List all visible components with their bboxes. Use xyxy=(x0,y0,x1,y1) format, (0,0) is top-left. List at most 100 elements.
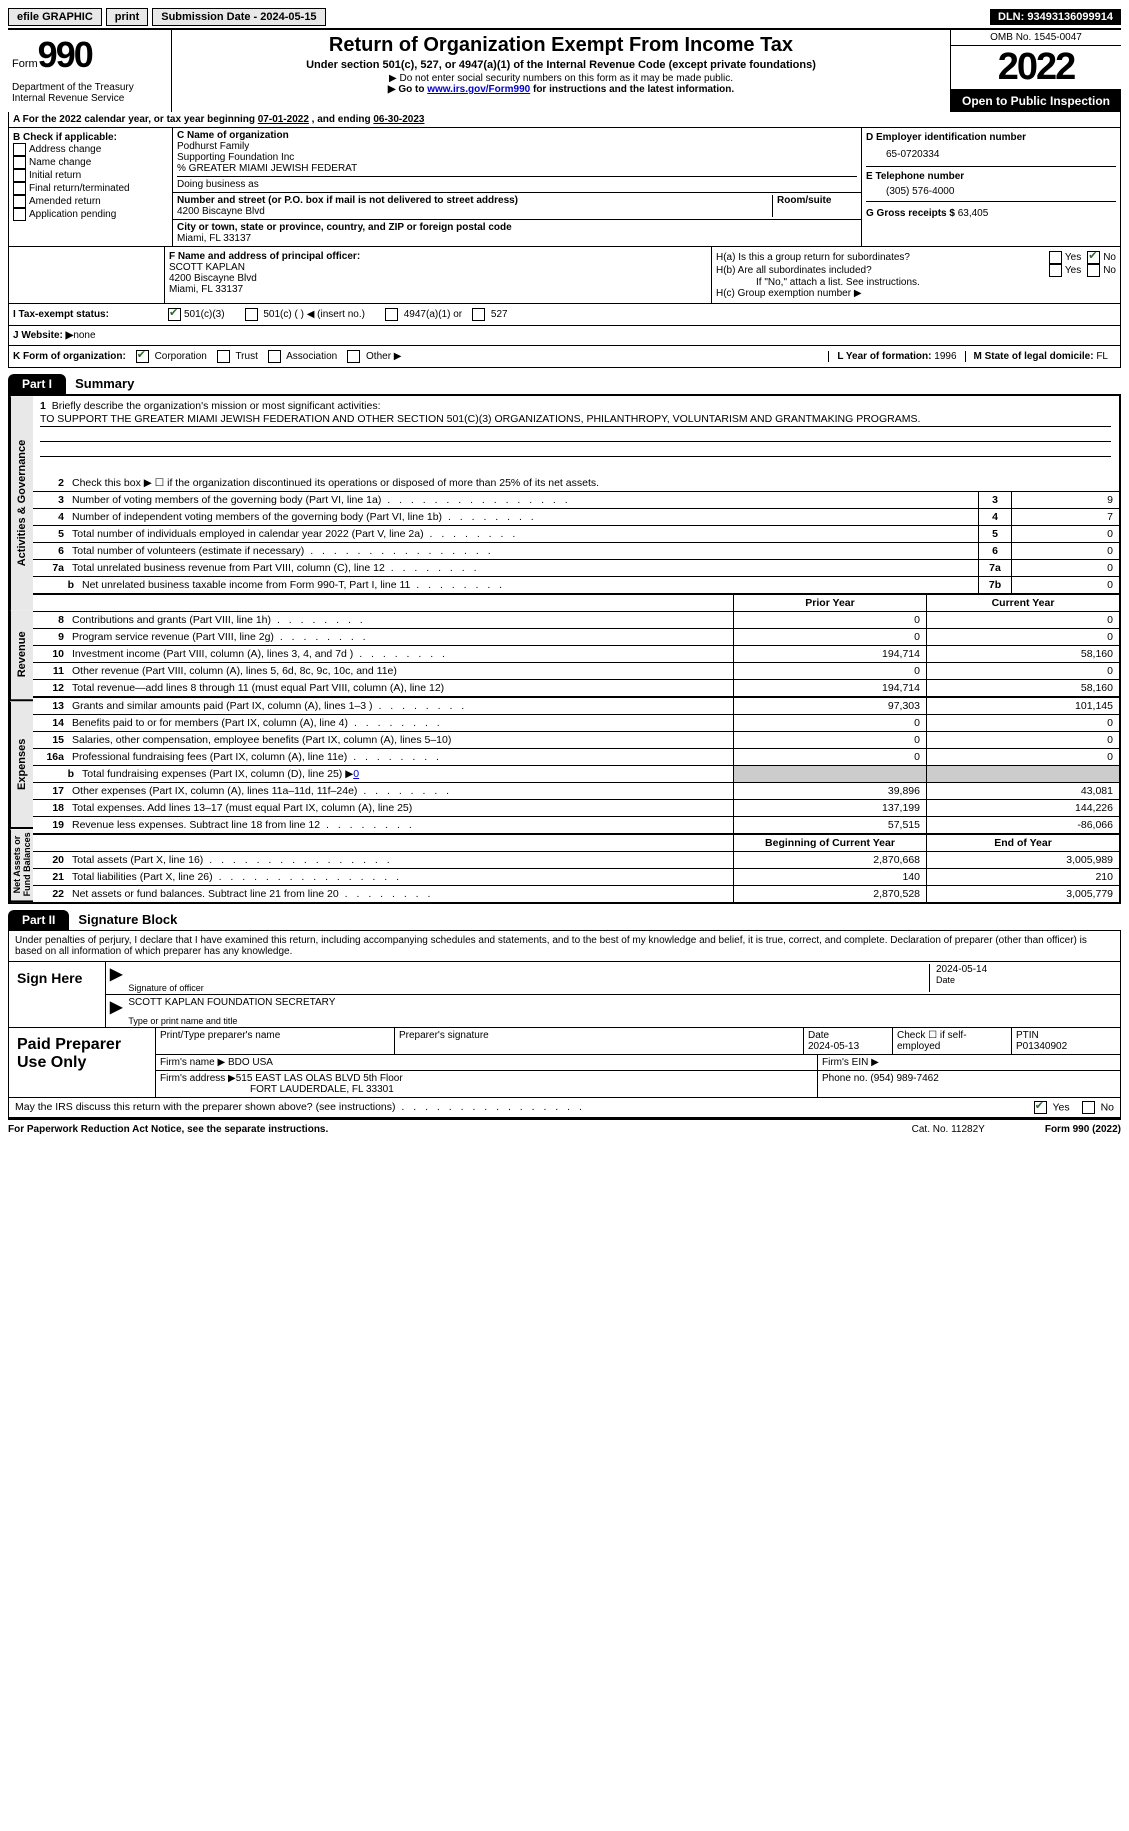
hb-note: If "No," attach a list. See instructions… xyxy=(716,277,1116,288)
cat-no: Cat. No. 11282Y xyxy=(912,1124,985,1135)
irs-link[interactable]: www.irs.gov/Form990 xyxy=(427,84,530,95)
ein-label: D Employer identification number xyxy=(866,132,1116,143)
val-3: 9 xyxy=(1011,492,1119,508)
prep-date: 2024-05-13 xyxy=(808,1041,859,1052)
chk-hb-yes[interactable] xyxy=(1049,264,1062,277)
c10: 58,160 xyxy=(926,646,1119,662)
line-4: Number of independent voting members of … xyxy=(68,509,978,525)
chk-ha-yes[interactable] xyxy=(1049,251,1062,264)
chk-irs-no[interactable] xyxy=(1082,1101,1095,1114)
lbl-other: Other ▶ xyxy=(366,351,401,362)
lbl-address-change: Address change xyxy=(29,144,101,155)
chk-other[interactable] xyxy=(347,350,360,363)
irs-yes: Yes xyxy=(1053,1101,1070,1113)
p9: 0 xyxy=(733,629,926,645)
side-net-assets: Net Assets or Fund Balances xyxy=(10,829,33,902)
chk-initial-return[interactable] xyxy=(13,169,26,182)
chk-corp[interactable] xyxy=(136,350,149,363)
line-12: Total revenue—add lines 8 through 11 (mu… xyxy=(68,680,733,696)
prep-sig-label: Preparer's signature xyxy=(395,1028,804,1054)
lbl-527: 527 xyxy=(491,309,508,320)
chk-4947[interactable] xyxy=(385,308,398,321)
prep-self-emp: Check ☐ if self-employed xyxy=(893,1028,1012,1054)
p21: 140 xyxy=(733,869,926,885)
p11: 0 xyxy=(733,663,926,679)
sig-arrow-1: ▶ xyxy=(110,964,122,992)
page-footer: For Paperwork Reduction Act Notice, see … xyxy=(8,1118,1121,1139)
room-suite-label: Room/suite xyxy=(772,195,857,217)
part-1-header: Part I Summary xyxy=(8,368,1121,394)
side-expenses: Expenses xyxy=(10,702,33,829)
chk-ha-no[interactable] xyxy=(1087,251,1100,264)
c16a: 0 xyxy=(926,749,1119,765)
c19: -86,066 xyxy=(926,817,1119,833)
c21: 210 xyxy=(926,869,1119,885)
ha-no: No xyxy=(1103,252,1116,263)
print-button[interactable]: print xyxy=(106,8,148,26)
hdr-beginning: Beginning of Current Year xyxy=(733,835,926,851)
p13: 97,303 xyxy=(733,698,926,714)
line-19: Revenue less expenses. Subtract line 18 … xyxy=(68,817,733,833)
row-a-mid: , and ending xyxy=(312,114,374,125)
chk-address-change[interactable] xyxy=(13,143,26,156)
val-4: 7 xyxy=(1011,509,1119,525)
org-name-3: % GREATER MIAMI JEWISH FEDERAT xyxy=(177,163,857,174)
form-page: Form 990 (2022) xyxy=(1045,1124,1121,1135)
efile-graphic-label: efile GRAPHIC xyxy=(8,8,102,26)
c-name-label: C Name of organization xyxy=(177,130,857,141)
goto-post: for instructions and the latest informat… xyxy=(530,84,734,95)
line-22: Net assets or fund balances. Subtract li… xyxy=(68,886,733,902)
chk-final-return[interactable] xyxy=(13,182,26,195)
chk-hb-no[interactable] xyxy=(1087,264,1100,277)
col-d: D Employer identification number 65-0720… xyxy=(862,128,1120,246)
line-2: Check this box ▶ ☐ if the organization d… xyxy=(68,475,1119,491)
lbl-amended-return: Amended return xyxy=(29,196,101,207)
open-to-public: Open to Public Inspection xyxy=(951,90,1121,112)
paperwork-notice: For Paperwork Reduction Act Notice, see … xyxy=(8,1124,328,1135)
phone-value: (305) 576-4000 xyxy=(866,182,1116,201)
chk-501c[interactable] xyxy=(245,308,258,321)
chk-name-change[interactable] xyxy=(13,156,26,169)
tax-year-end: 06-30-2023 xyxy=(373,114,424,125)
chk-irs-yes[interactable] xyxy=(1034,1101,1047,1114)
p19: 57,515 xyxy=(733,817,926,833)
col-b-label: B Check if applicable: xyxy=(13,132,168,143)
chk-assoc[interactable] xyxy=(268,350,281,363)
ptin-label: PTIN xyxy=(1016,1030,1039,1041)
street-label: Number and street (or P.O. box if mail i… xyxy=(177,195,772,206)
signature-block: Under penalties of perjury, I declare th… xyxy=(8,930,1121,1028)
p16a: 0 xyxy=(733,749,926,765)
chk-501c3[interactable] xyxy=(168,308,181,321)
val-7b: 0 xyxy=(1011,577,1119,593)
lbl-final-return: Final return/terminated xyxy=(29,183,130,194)
line-14: Benefits paid to or for members (Part IX… xyxy=(68,715,733,731)
hc-label: H(c) Group exemption number ▶ xyxy=(716,288,1116,299)
lbl-501c3: 501(c)(3) xyxy=(184,309,225,320)
ein-value: 65-0720334 xyxy=(866,143,1116,166)
chk-527[interactable] xyxy=(472,308,485,321)
prep-phone-label: Phone no. xyxy=(822,1073,870,1084)
chk-amended-return[interactable] xyxy=(13,195,26,208)
c12: 58,160 xyxy=(926,680,1119,696)
line-5: Total number of individuals employed in … xyxy=(68,526,978,542)
chk-trust[interactable] xyxy=(217,350,230,363)
lbl-corp: Corporation xyxy=(155,351,207,362)
goto-pre: ▶ Go to xyxy=(388,84,427,95)
p22: 2,870,528 xyxy=(733,886,926,902)
c11: 0 xyxy=(926,663,1119,679)
dba-label: Doing business as xyxy=(177,176,857,190)
row-a-tax-year: A For the 2022 calendar year, or tax yea… xyxy=(8,112,1121,128)
section-net-assets: Beginning of Current YearEnd of Year 20T… xyxy=(32,835,1119,902)
firm-addr-label: Firm's address ▶ xyxy=(160,1073,236,1084)
summary-body: 1 Briefly describe the organization's mi… xyxy=(32,396,1119,902)
header-right: OMB No. 1545-0047 2022 Open to Public In… xyxy=(950,30,1121,112)
submission-date: Submission Date - 2024-05-15 xyxy=(152,8,325,26)
sig-officer-label: Signature of officer xyxy=(128,983,203,993)
i-label: I Tax-exempt status: xyxy=(13,309,168,320)
line-11: Other revenue (Part VIII, column (A), li… xyxy=(68,663,733,679)
line-8: Contributions and grants (Part VIII, lin… xyxy=(68,612,733,628)
p10: 194,714 xyxy=(733,646,926,662)
c13: 101,145 xyxy=(926,698,1119,714)
chk-app-pending[interactable] xyxy=(13,208,26,221)
org-name-2: Supporting Foundation Inc xyxy=(177,152,857,163)
